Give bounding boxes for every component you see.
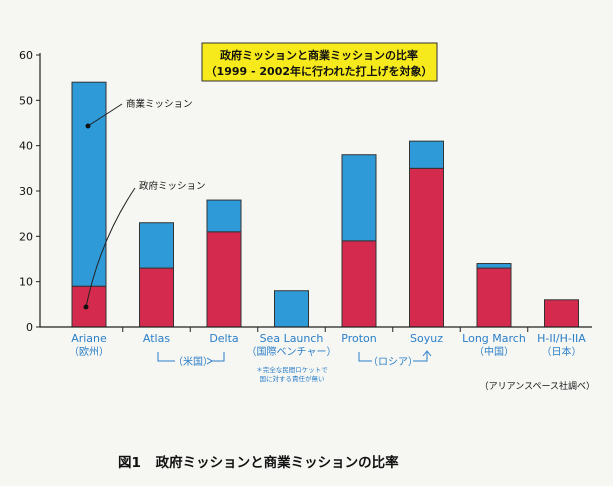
bar-government-1 bbox=[139, 267, 174, 328]
y-tick-label-30: 30 bbox=[19, 185, 33, 198]
axes-layer: Ariane（欧州） Atlas Delta Sea Launch（国際ベンチャー） P… bbox=[19, 49, 592, 358]
bar-commercial-5 bbox=[409, 140, 444, 169]
bar-government-7 bbox=[544, 299, 579, 328]
category-label-4: Proton bbox=[341, 332, 376, 345]
bar-government-4 bbox=[341, 240, 377, 328]
category-label-3: Sea Launch bbox=[260, 332, 324, 345]
sea-launch-note-line-1: ＊完全な民間ロケットで bbox=[256, 365, 328, 374]
y-tick-label-10: 10 bbox=[19, 276, 33, 289]
category-sublabel-6: （中国） bbox=[474, 345, 514, 358]
figure-caption-text: 政府ミッションと商業ミッションの比率 bbox=[156, 454, 399, 471]
commercial-callout-dot bbox=[85, 123, 91, 129]
source-note: （アリアンスペース社調べ） bbox=[480, 380, 595, 392]
category-label-2: Delta bbox=[209, 332, 238, 345]
bar-commercial-0 bbox=[71, 81, 107, 287]
government-callout-dot bbox=[83, 304, 89, 310]
title-box bbox=[201, 42, 438, 82]
category-sublabel-7: （日本） bbox=[542, 345, 582, 358]
figure-number: 図1 bbox=[118, 455, 141, 471]
bar-commercial-3 bbox=[274, 290, 309, 328]
bar-commercial-2 bbox=[206, 199, 242, 233]
figure-caption: 図1 政府ミッションと商業ミッションの比率 bbox=[118, 454, 399, 471]
group-label-us: （米国） bbox=[173, 355, 213, 368]
y-tick-label-40: 40 bbox=[19, 140, 33, 153]
bar-commercial-4 bbox=[341, 154, 377, 242]
bar-commercial-1 bbox=[139, 222, 174, 269]
legend-government: 政府ミッション bbox=[139, 180, 206, 192]
category-sublabel-0: （欧州） bbox=[69, 346, 109, 358]
commercial-callout-line bbox=[87, 103, 123, 127]
bar-government-2 bbox=[206, 231, 242, 328]
category-label-7: H-II/H-IIA bbox=[537, 332, 586, 345]
group-bracket-russia bbox=[358, 350, 432, 362]
category-label-6: Long March bbox=[462, 332, 526, 345]
y-tick-label-0: 0 bbox=[26, 321, 33, 334]
sea-launch-note-line-2: 国に対する責任が無い bbox=[260, 374, 325, 383]
category-sublabel-3: （国際ベンチャー） bbox=[247, 346, 337, 358]
bar-government-5 bbox=[409, 167, 444, 328]
y-tick-label-20: 20 bbox=[19, 230, 33, 243]
group-label-russia: （ロシア） bbox=[368, 356, 418, 368]
y-tick-label-50: 50 bbox=[19, 94, 33, 107]
category-label-5: Soyuz bbox=[410, 332, 443, 345]
y-tick-label-60: 60 bbox=[19, 49, 33, 62]
chart-subtitle: （1999 - 2002年に行われた打上げを対象） bbox=[206, 64, 433, 78]
category-label-0: Ariane bbox=[71, 332, 107, 345]
legend-commercial: 商業ミッション bbox=[126, 98, 193, 110]
government-callout-line bbox=[85, 187, 136, 308]
category-label-1: Atlas bbox=[143, 332, 170, 345]
chart-title: 政府ミッションと商業ミッションの比率 bbox=[220, 48, 418, 62]
bar-commercial-6 bbox=[476, 263, 512, 269]
bars-layer bbox=[71, 81, 579, 328]
group-bracket-us bbox=[157, 352, 225, 365]
bar-government-6 bbox=[476, 267, 512, 328]
